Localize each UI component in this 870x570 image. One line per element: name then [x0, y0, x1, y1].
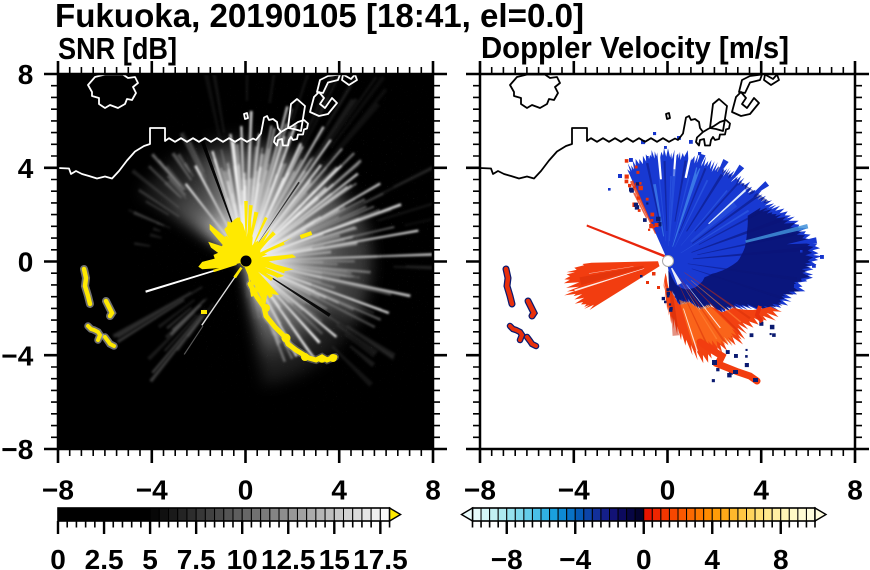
svg-text:4: 4 [331, 474, 347, 505]
svg-text:−4: −4 [558, 474, 590, 505]
svg-text:0: 0 [50, 544, 66, 570]
svg-text:−8: −8 [1, 434, 33, 465]
svg-text:10: 10 [227, 544, 258, 570]
svg-text:4: 4 [704, 544, 720, 570]
svg-text:−4: −4 [136, 474, 168, 505]
svg-text:−8: −8 [42, 474, 74, 505]
svg-text:−8: −8 [464, 474, 496, 505]
svg-text:15: 15 [319, 544, 350, 570]
svg-text:0: 0 [660, 474, 676, 505]
svg-text:4: 4 [18, 153, 34, 184]
svg-text:2.5: 2.5 [85, 544, 124, 570]
svg-text:12.5: 12.5 [261, 544, 316, 570]
svg-text:8: 8 [425, 474, 441, 505]
svg-text:8: 8 [18, 59, 34, 90]
svg-text:−4: −4 [1, 340, 33, 371]
svg-text:0: 0 [18, 247, 34, 278]
svg-text:−8: −8 [491, 544, 523, 570]
svg-text:SNR [dB]: SNR [dB] [58, 31, 177, 66]
svg-text:5: 5 [142, 544, 158, 570]
svg-text:0: 0 [636, 544, 652, 570]
svg-text:−4: −4 [559, 544, 591, 570]
svg-text:17.5: 17.5 [353, 544, 408, 570]
svg-text:7.5: 7.5 [177, 544, 216, 570]
svg-text:Fukuoka, 20190105 [18:41, el=0: Fukuoka, 20190105 [18:41, el=0.0] [55, 0, 584, 34]
svg-text:8: 8 [847, 474, 863, 505]
svg-text:8: 8 [773, 544, 789, 570]
svg-text:Doppler Velocity [m/s]: Doppler Velocity [m/s] [481, 30, 789, 65]
svg-text:0: 0 [238, 474, 254, 505]
svg-text:4: 4 [753, 474, 769, 505]
